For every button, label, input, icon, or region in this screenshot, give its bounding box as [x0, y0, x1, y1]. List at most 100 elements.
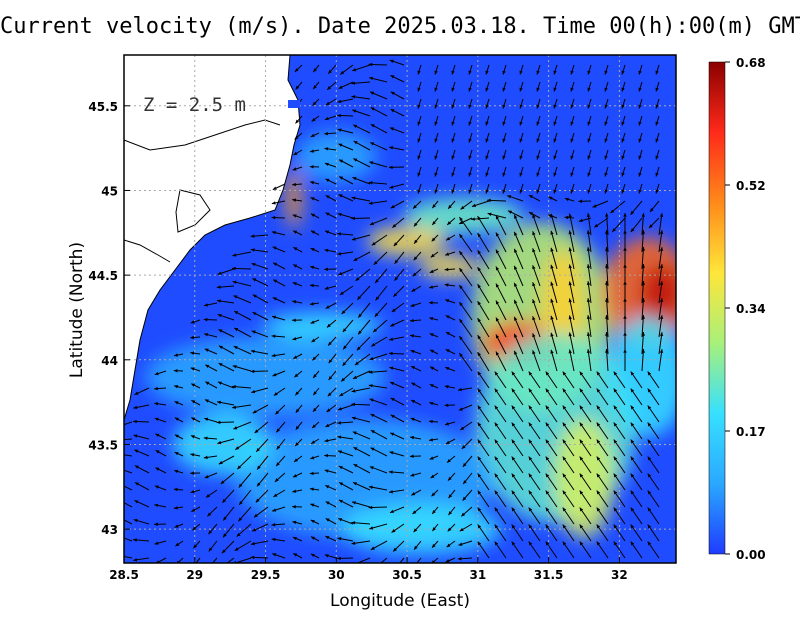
velocity-arrow-head — [434, 104, 438, 109]
velocity-arrow-head — [613, 456, 618, 461]
velocity-arrow-head — [462, 496, 467, 501]
map-title: Current velocity (m/s). Date 2025.03.18.… — [0, 14, 800, 39]
velocity-arrow-head — [353, 124, 358, 128]
velocity-arrow-head — [621, 104, 625, 109]
velocity-arrow-head — [596, 388, 601, 393]
velocity-arrow-head — [294, 135, 299, 140]
velocity-arrow-head — [485, 87, 489, 92]
velocity-arrow-head — [370, 413, 375, 418]
velocity-arrow-head — [468, 155, 472, 160]
velocity-arrow-head — [271, 353, 276, 358]
velocity-arrow — [477, 300, 490, 321]
velocity-arrow-head — [495, 266, 500, 271]
velocity-arrow-head — [114, 466, 118, 469]
velocity-arrow-head — [293, 151, 298, 156]
velocity-arrow-head — [413, 222, 418, 227]
velocity-arrow-head — [434, 172, 438, 177]
velocity-arrow-head — [368, 505, 373, 510]
velocity-arrow-head — [605, 281, 609, 285]
velocity-arrow-head — [217, 313, 222, 318]
velocity-arrow-head — [351, 95, 356, 99]
velocity-arrow-head — [275, 410, 280, 415]
velocity-arrow-head — [659, 213, 664, 218]
velocity-arrow-head — [623, 213, 627, 217]
velocity-arrow-head — [338, 450, 343, 454]
velocity-arrow-head — [638, 104, 642, 109]
velocity-arrow-head — [293, 230, 298, 234]
velocity-arrow-head — [502, 172, 506, 177]
velocity-arrow — [513, 350, 524, 372]
velocity-arrow-head — [292, 282, 297, 286]
velocity-arrow — [458, 335, 473, 355]
velocity-arrow-head — [511, 456, 516, 461]
velocity-arrow-head — [250, 369, 255, 374]
current-vectors — [114, 59, 664, 563]
velocity-arrow-head — [459, 284, 463, 289]
velocity-arrow-head — [272, 373, 277, 377]
velocity-arrow-head — [133, 434, 138, 438]
velocity-arrow-head — [134, 500, 139, 504]
velocity-arrow-head — [459, 527, 464, 532]
velocity-arrow-head — [485, 121, 489, 126]
velocity-arrow-head — [205, 381, 210, 385]
velocity-arrow-head — [579, 371, 584, 376]
velocity-arrow-head — [578, 218, 583, 223]
velocity-arrow — [458, 250, 473, 270]
velocity-arrow-head — [190, 471, 194, 475]
velocity-arrow-head — [659, 281, 664, 286]
velocity-arrow-head — [389, 59, 394, 63]
velocity-arrow-head — [173, 506, 178, 510]
velocity-arrow-head — [351, 81, 356, 85]
velocity-arrow-head — [468, 189, 472, 194]
velocity-arrow-head — [630, 456, 635, 461]
velocity-arrow-head — [309, 283, 314, 288]
velocity-arrow-head — [570, 138, 574, 143]
velocity-arrow-head — [223, 516, 227, 521]
velocity-arrow-head — [276, 445, 281, 450]
velocity-arrow-head — [630, 388, 635, 393]
velocity-arrow — [641, 213, 644, 236]
velocity-arrow — [569, 230, 575, 253]
velocity-arrow-head — [451, 104, 455, 109]
velocity-arrow — [606, 298, 609, 321]
velocity-arrow-head — [579, 507, 584, 512]
colorbar-tick-label: 0.00 — [736, 548, 766, 562]
velocity-arrow-head — [630, 422, 635, 427]
velocity-arrow-head — [190, 367, 195, 371]
x-axis-ticks: 28.5 29 29.5 30 30.5 31 31.5 32 — [109, 557, 628, 582]
velocity-arrow — [380, 557, 388, 563]
velocity-arrow-head — [514, 231, 518, 236]
velocity-arrow-head — [514, 282, 518, 287]
velocity-arrow-head — [612, 228, 616, 232]
velocity-arrow-head — [417, 138, 421, 143]
velocity-arrow-head — [448, 511, 453, 516]
velocity-arrow-head — [623, 247, 627, 251]
velocity-arrow-head — [485, 138, 489, 143]
velocity-arrow-head — [545, 388, 550, 393]
velocity-arrow-head — [638, 138, 642, 143]
velocity-arrow-head — [514, 248, 518, 253]
velocity-arrow-head — [448, 494, 453, 499]
velocity-arrow-head — [638, 155, 642, 160]
velocity-arrow-head — [312, 101, 317, 106]
velocity-arrow-head — [251, 389, 256, 394]
velocity-arrow — [658, 281, 663, 304]
velocity-arrow-head — [235, 446, 240, 450]
velocity-arrow-head — [429, 438, 433, 442]
velocity-arrow-head — [254, 513, 258, 518]
x-axis-label: Longitude (East) — [330, 591, 470, 611]
velocity-arrow-head — [390, 414, 395, 419]
velocity-arrow-head — [337, 232, 341, 236]
velocity-arrow-head — [568, 230, 572, 235]
velocity-arrow — [587, 264, 592, 287]
velocity-arrow-head — [613, 490, 618, 495]
speed-patch — [285, 168, 302, 229]
velocity-arrow-head — [432, 221, 436, 225]
velocity-arrow-head — [596, 507, 601, 512]
velocity-arrow-head — [232, 266, 236, 271]
velocity-arrow-head — [313, 374, 317, 378]
velocity-arrow-head — [459, 220, 464, 224]
velocity-arrow-head — [429, 456, 434, 460]
velocity-arrow — [606, 332, 609, 355]
velocity-arrow-head — [217, 271, 222, 275]
